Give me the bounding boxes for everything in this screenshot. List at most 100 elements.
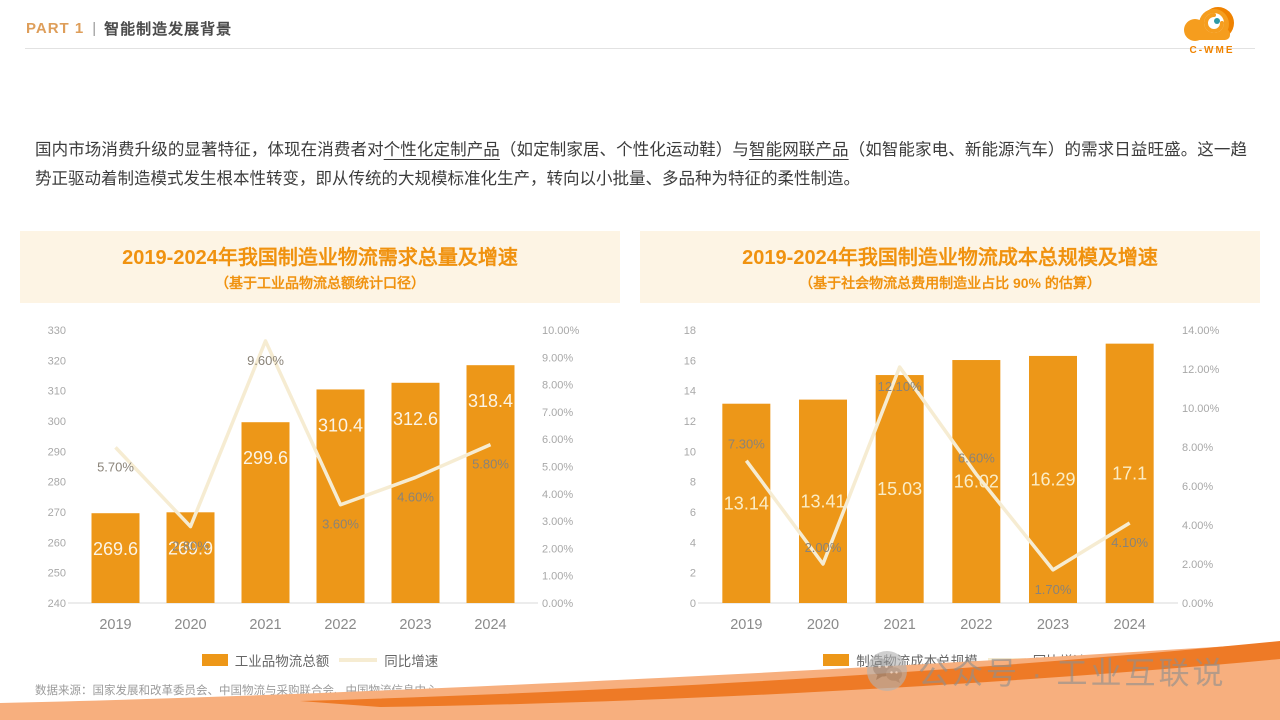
watermark: 公众号 · 工业互联说 — [866, 648, 1227, 693]
intro-paragraph: 国内市场消费升级的显著特征，体现在消费者对个性化定制产品（如定制家居、个性化运动… — [35, 136, 1247, 193]
bar-value-label: 269.6 — [93, 539, 138, 559]
x-tick-2022: 2022 — [960, 617, 992, 633]
growth-line — [744, 365, 1131, 572]
intro-text: 国内市场消费升级的显著特征，体现在消费者对 — [35, 141, 384, 159]
growth-point-label: 9.60% — [247, 353, 284, 368]
y-right-tick: 9.00% — [542, 352, 573, 364]
bar-2019 — [722, 403, 771, 603]
bar-swatch-icon — [201, 654, 228, 666]
left-chart-subtitle: （基于工业品物流总额统计口径） — [215, 275, 425, 291]
bar-value-label: 13.41 — [800, 491, 845, 511]
bar-2022 — [316, 389, 365, 603]
y-right-tick: 8.00% — [542, 380, 573, 392]
bar-value-label: 299.6 — [243, 448, 288, 468]
page-title: 智能制造发展背景 — [104, 21, 233, 38]
y-left-tick: 4 — [690, 537, 696, 549]
y-left-tick: 310 — [48, 386, 66, 398]
underlined-phrase: 智能网联产品 — [748, 141, 849, 159]
growth-point-label: 1.70% — [1035, 582, 1072, 597]
cost-chart-svg: 0 2 4 6 8 10 12 14 16 18 0.00% 2.00% 4.00% 6.00% 8.00%… — [684, 325, 1220, 633]
demand-chart-svg: 240 250 260 270 280 290 300 310 320 330 0.00% 1.00%… — [48, 325, 580, 633]
y-left-tick: 6 — [690, 507, 696, 519]
left-chart-legend: 工业品物流总额 同比增速 — [20, 650, 620, 670]
y-right-tick: 1.00% — [542, 571, 573, 583]
y-left-tick: 10 — [684, 446, 696, 458]
x-tick-2023: 2023 — [1037, 617, 1069, 633]
bar-value-label: 312.6 — [393, 409, 438, 429]
growth-point-label: 5.80% — [472, 457, 509, 472]
growth-point-label: 4.60% — [397, 489, 434, 504]
header-divider: | — [92, 20, 97, 37]
y-left-tick: 280 — [48, 477, 66, 489]
y-right-tick: 6.00% — [542, 434, 573, 446]
y-right-tick: 10.00% — [1182, 403, 1220, 415]
growth-point-label: 6.60% — [958, 450, 995, 465]
y-left-tick: 16 — [684, 355, 696, 367]
intro-text: （如智能家电、新能源汽车）的需求日益旺盛。这一趋势正驱动着制造模式发生根本性转变… — [35, 141, 1248, 188]
y-left-tick: 330 — [48, 325, 66, 337]
right-chart-subtitle: （基于社会物流总费用制造业占比 90% 的估算） — [799, 275, 1101, 291]
x-tick-2021: 2021 — [884, 617, 916, 633]
bar-value-label: 310.4 — [318, 415, 363, 435]
y-right-tick: 0.00% — [542, 598, 573, 610]
y-right-tick: 14.00% — [1182, 325, 1220, 337]
y-left-tick: 2 — [690, 568, 696, 580]
bar-2021 — [241, 422, 290, 603]
bar-2024 — [1105, 343, 1154, 603]
y-left-tick: 320 — [48, 355, 66, 367]
growth-point-label: 7.30% — [728, 437, 765, 452]
left-chart-title: 2019-2024年我国制造业物流需求总量及增速 — [122, 247, 518, 269]
line-swatch-icon — [339, 658, 378, 662]
bar-2024 — [466, 365, 515, 603]
cost-chart: 0 2 4 6 8 10 12 14 16 18 0.00% 2.00% 4.00% 6.00% 8.00%… — [650, 315, 1260, 645]
y-right-tick: 2.00% — [1182, 559, 1213, 571]
growth-point-label: 5.70% — [97, 459, 134, 474]
growth-point-label: 12.10% — [878, 379, 923, 394]
y-left-tick: 260 — [48, 537, 66, 549]
y-left-tick: 240 — [48, 598, 66, 610]
y-right-tick: 4.00% — [542, 489, 573, 501]
y-right-tick: 0.00% — [1182, 598, 1213, 610]
x-tick-2021: 2021 — [249, 617, 281, 633]
legend-item-bar: 工业品物流总额 — [201, 650, 330, 670]
y-left-tick: 14 — [684, 386, 696, 398]
y-right-tick: 5.00% — [542, 462, 573, 474]
brand-logo: C-WME — [1170, 3, 1254, 56]
x-tick-2020: 2020 — [807, 617, 839, 633]
part-label: PART 1 — [26, 20, 85, 37]
data-source-note: 数据来源：国家发展和改革委员会、中国物流与采购联合会、中国物流信息中心 — [35, 685, 438, 697]
growth-point-label: 2.80% — [172, 539, 209, 554]
y-left-tick: 8 — [690, 477, 696, 489]
right-chart-title-strip: 2019-2024年我国制造业物流成本总规模及增速 （基于社会物流总费用制造业占… — [640, 231, 1260, 303]
demand-chart: 240 250 260 270 280 290 300 310 320 330 0.00% 1.00%… — [20, 315, 620, 645]
bar-swatch-icon — [823, 654, 850, 666]
y-left-tick: 18 — [684, 325, 696, 337]
bar-2023 — [391, 382, 440, 603]
bar-value-label: 17.1 — [1112, 463, 1147, 483]
bar-value-label: 15.03 — [877, 479, 922, 499]
header: PART 1 | 智能制造发展背景 — [26, 18, 232, 39]
growth-point-label: 2.00% — [805, 540, 842, 555]
legend-item-line: 同比增速 — [339, 650, 438, 670]
y-right-tick: 2.00% — [542, 543, 573, 555]
x-tick-2023: 2023 — [399, 617, 431, 633]
legend-bar-label: 工业品物流总额 — [234, 654, 330, 669]
y-left-tick: 12 — [684, 416, 696, 428]
bar-2020 — [799, 399, 847, 603]
y-left-tick: 300 — [48, 416, 66, 428]
x-tick-2024: 2024 — [474, 617, 506, 633]
bar-2019 — [91, 513, 140, 603]
bar-value-label: 269.9 — [168, 538, 213, 558]
y-left-tick: 0 — [690, 598, 696, 610]
bar-value-label: 13.14 — [724, 493, 769, 513]
y-right-tick: 10.00% — [542, 325, 580, 337]
watermark-text: 公众号 · 工业互联说 — [918, 656, 1227, 691]
y-right-tick: 7.00% — [542, 407, 573, 419]
cloud-logo-icon — [1184, 7, 1234, 41]
y-right-tick: 4.00% — [1182, 520, 1213, 532]
y-right-tick: 12.00% — [1182, 364, 1220, 376]
y-left-tick: 250 — [48, 568, 66, 580]
logo-text: C-WME — [1189, 45, 1235, 56]
bar-2022 — [952, 360, 1001, 603]
